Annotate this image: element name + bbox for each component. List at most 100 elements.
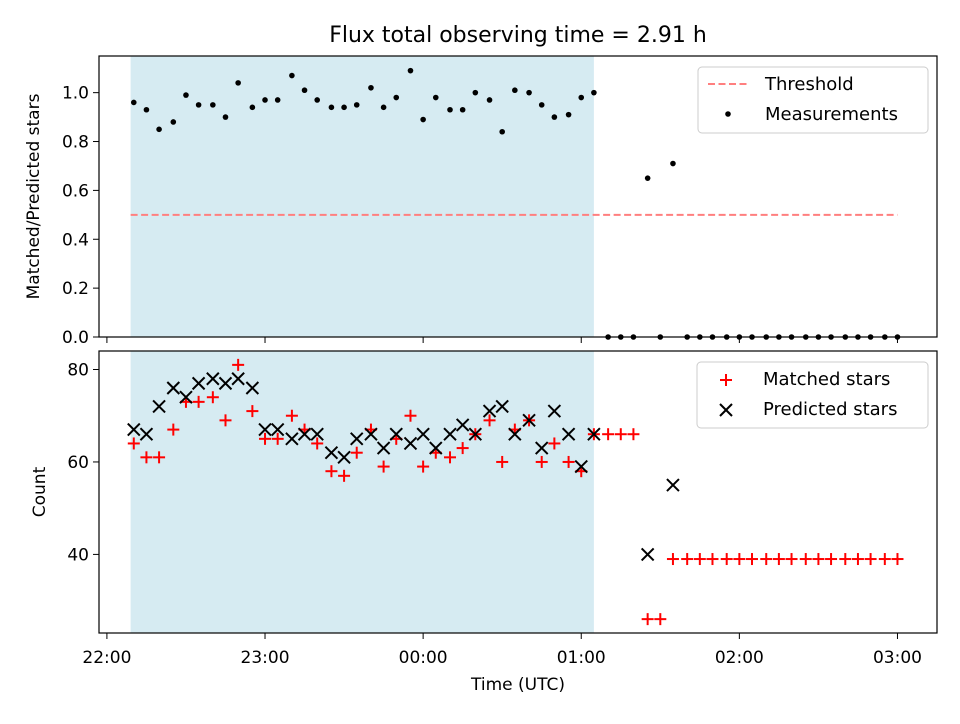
data-point-matched [693, 553, 706, 566]
data-point-predicted [191, 376, 206, 391]
data-point-predicted [297, 427, 312, 441]
data-point-matched [140, 451, 153, 464]
data-point-matched [760, 553, 773, 566]
data-point-predicted [535, 441, 549, 455]
data-point [353, 102, 360, 108]
data-point [143, 106, 150, 113]
x-axis-label: Time (UTC) [470, 675, 565, 695]
bottom-y-ticks: 40 60 80 [67, 360, 99, 565]
data-point-matched [746, 553, 759, 566]
data-point-predicted [455, 418, 470, 432]
bottom-y-axis-label: Count [30, 466, 50, 517]
data-point-predicted [508, 427, 522, 441]
y-tick-label: 60 [67, 453, 89, 473]
data-point-matched [666, 553, 679, 566]
x-tick-label: 22:00 [82, 648, 131, 668]
data-point [341, 104, 347, 111]
data-point-matched [127, 437, 140, 450]
data-point [591, 89, 597, 96]
data-point-matched [325, 465, 338, 478]
top-axes-frame [98, 55, 938, 338]
y-tick-label: 0.2 [62, 279, 89, 299]
data-point [512, 87, 518, 94]
data-point-predicted [666, 478, 680, 492]
x-tick-label: 03:00 [873, 648, 922, 668]
top-x-ticks [106, 337, 898, 343]
bottom-observing-window-shade [130, 351, 594, 633]
data-point-matched [350, 446, 363, 459]
top-observing-window-shade [130, 56, 594, 337]
data-point [499, 128, 505, 135]
data-point-predicted [416, 427, 430, 441]
data-point [447, 106, 453, 113]
data-point-predicted [482, 404, 497, 418]
data-point-predicted [218, 376, 233, 391]
data-point [210, 102, 216, 108]
data-point [130, 99, 137, 106]
data-point-predicted [152, 399, 166, 414]
data-point-matched [153, 451, 166, 464]
data-point-matched [654, 613, 667, 626]
x-tick-label: 02:00 [715, 648, 764, 668]
data-point-predicted [350, 432, 364, 446]
data-point [407, 67, 414, 74]
data-point-matched [627, 428, 640, 441]
data-point-predicted [403, 436, 418, 451]
y-tick-label: 0.6 [62, 181, 89, 201]
chart-title: Flux total observing time = 2.91 h [329, 23, 707, 48]
data-point-predicted [166, 381, 181, 395]
data-point-matched [878, 553, 891, 566]
data-point [222, 114, 229, 120]
data-point-matched [271, 432, 284, 445]
data-point [526, 89, 532, 96]
legend-matched-label: Matched stars [763, 369, 890, 390]
x-tick-label: 00:00 [399, 648, 448, 668]
data-point-matched [641, 613, 654, 626]
data-point-matched [417, 460, 430, 473]
data-point [670, 160, 676, 167]
data-point [380, 104, 387, 111]
legend-predicted-swatch [719, 403, 733, 417]
data-point [538, 102, 545, 108]
data-point-matched [785, 553, 798, 566]
data-point-matched [864, 553, 877, 566]
data-point [551, 114, 558, 120]
data-point-predicted [574, 459, 588, 474]
data-point-predicted [389, 427, 403, 441]
y-tick-label: 0.0 [62, 328, 89, 348]
data-point [328, 104, 335, 111]
legend-matched-swatch [720, 374, 732, 386]
data-point-matched [219, 414, 232, 427]
data-point-matched [812, 553, 825, 566]
data-point-predicted [139, 427, 154, 441]
bottom-panel: 40 60 80 22:00 23:00 00:00 01:00 02:00 03:00 Co… [30, 350, 938, 668]
data-point-matched [562, 455, 575, 468]
legend-measurements-swatch [725, 111, 731, 117]
data-point-predicted [270, 422, 285, 437]
data-point-predicted [258, 422, 272, 437]
data-point [420, 116, 426, 123]
data-point [432, 94, 439, 101]
legend-measurements-label: Measurements [765, 104, 898, 125]
top-marks [130, 67, 901, 340]
data-point-matched [483, 414, 496, 427]
data-point [459, 106, 466, 113]
data-point [393, 94, 400, 101]
data-point [249, 104, 256, 111]
bottom-axes-frame [98, 350, 938, 634]
data-point-matched [614, 428, 627, 441]
data-point [156, 126, 162, 133]
data-point-predicted [640, 547, 655, 562]
data-point-matched [602, 428, 615, 441]
data-point-matched [285, 409, 298, 422]
data-point [472, 89, 479, 96]
legend-predicted-label: Predicted stars [763, 399, 897, 420]
y-tick-label: 0.8 [62, 133, 89, 153]
data-point-matched [496, 455, 509, 468]
y-tick-label: 80 [67, 360, 89, 380]
data-point-predicted [443, 427, 457, 441]
y-tick-label: 1.0 [62, 84, 89, 104]
data-point-predicted [364, 427, 378, 441]
data-point [314, 97, 320, 103]
